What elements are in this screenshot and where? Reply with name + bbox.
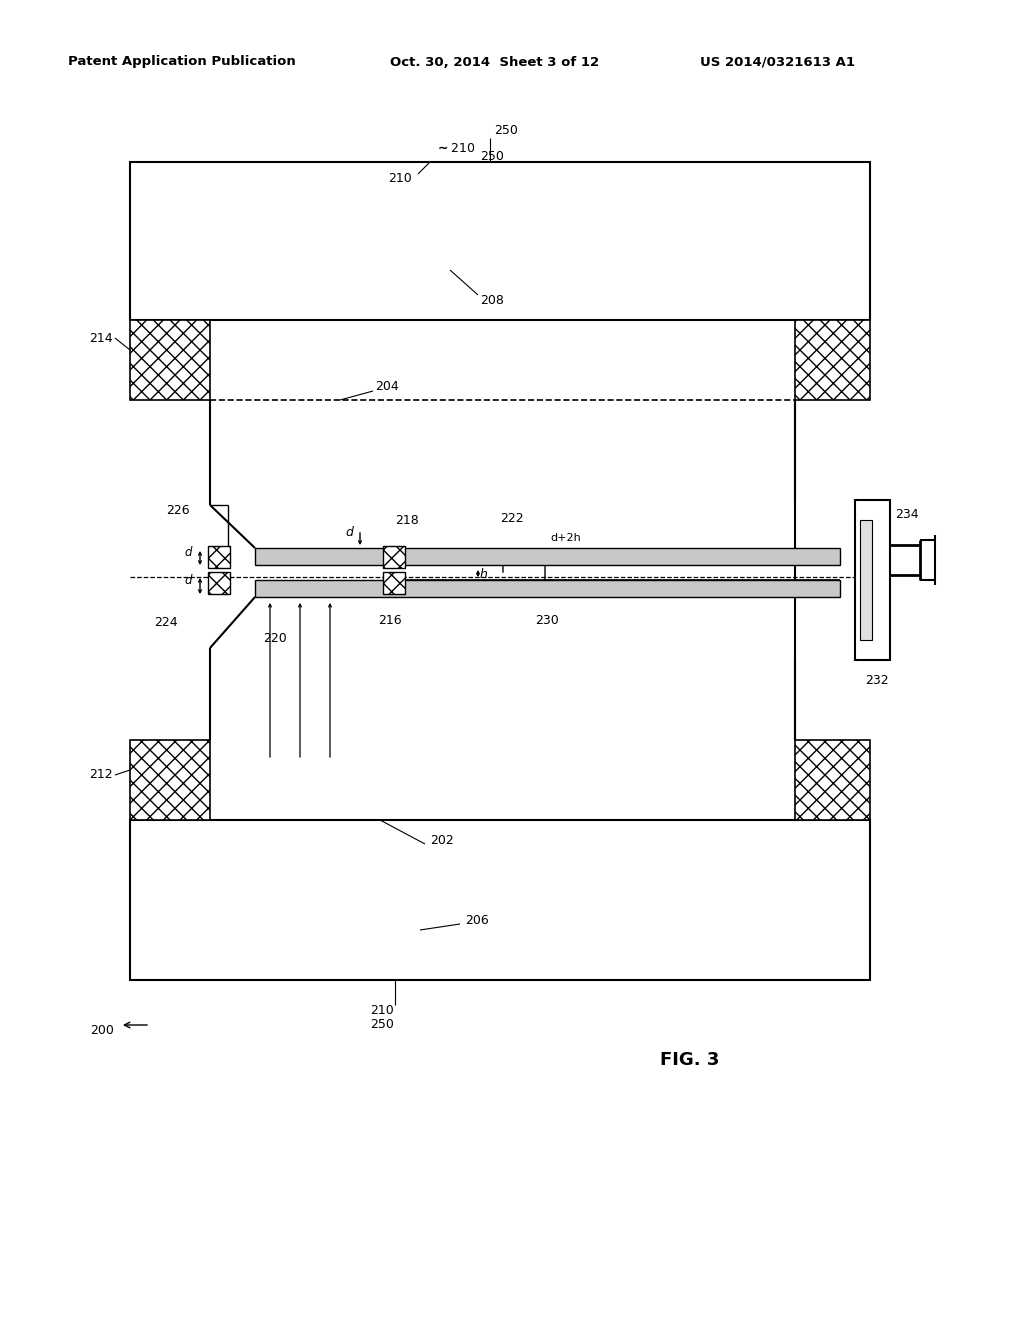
Text: 222: 222 [500,511,523,524]
Text: $\mathbf{\sim}$210: $\mathbf{\sim}$210 [435,141,475,154]
Text: 214: 214 [89,331,113,345]
Bar [860,520,872,640]
Bar [130,820,870,979]
Bar [795,741,870,820]
Text: 230: 230 [535,614,559,627]
Text: Patent Application Publication: Patent Application Publication [68,55,296,69]
Bar [130,741,210,820]
Text: US 2014/0321613 A1: US 2014/0321613 A1 [700,55,855,69]
Text: 210: 210 [388,172,412,185]
Text: 206: 206 [465,913,488,927]
Text: Oct. 30, 2014  Sheet 3 of 12: Oct. 30, 2014 Sheet 3 of 12 [390,55,599,69]
Text: 220: 220 [263,631,287,644]
Bar [130,162,870,319]
Text: 224: 224 [155,615,178,628]
Text: FIG. 3: FIG. 3 [660,1051,720,1069]
Bar [255,579,840,597]
Bar [208,572,230,594]
Text: 200: 200 [90,1023,114,1036]
Text: d+2h: d+2h [550,533,581,543]
Bar [130,319,210,400]
Bar [383,572,406,594]
Text: d: d [184,546,193,560]
Text: 234: 234 [895,508,919,521]
Text: 204: 204 [375,380,398,393]
Text: 250: 250 [370,1019,394,1031]
Bar [795,319,870,400]
Text: 218: 218 [395,513,419,527]
Bar [383,546,406,568]
Text: d: d [184,574,193,587]
Text: 250: 250 [480,150,504,164]
Text: 232: 232 [865,673,889,686]
Text: 250: 250 [494,124,518,136]
Bar [255,548,840,565]
Text: 212: 212 [89,768,113,781]
Text: h: h [480,568,487,581]
Bar [855,500,890,660]
Text: 208: 208 [480,293,504,306]
Text: 216: 216 [378,614,401,627]
Bar [208,546,230,568]
Text: d: d [345,527,353,540]
Text: 202: 202 [430,833,454,846]
Text: 210: 210 [370,1003,394,1016]
Text: 226: 226 [166,503,190,516]
